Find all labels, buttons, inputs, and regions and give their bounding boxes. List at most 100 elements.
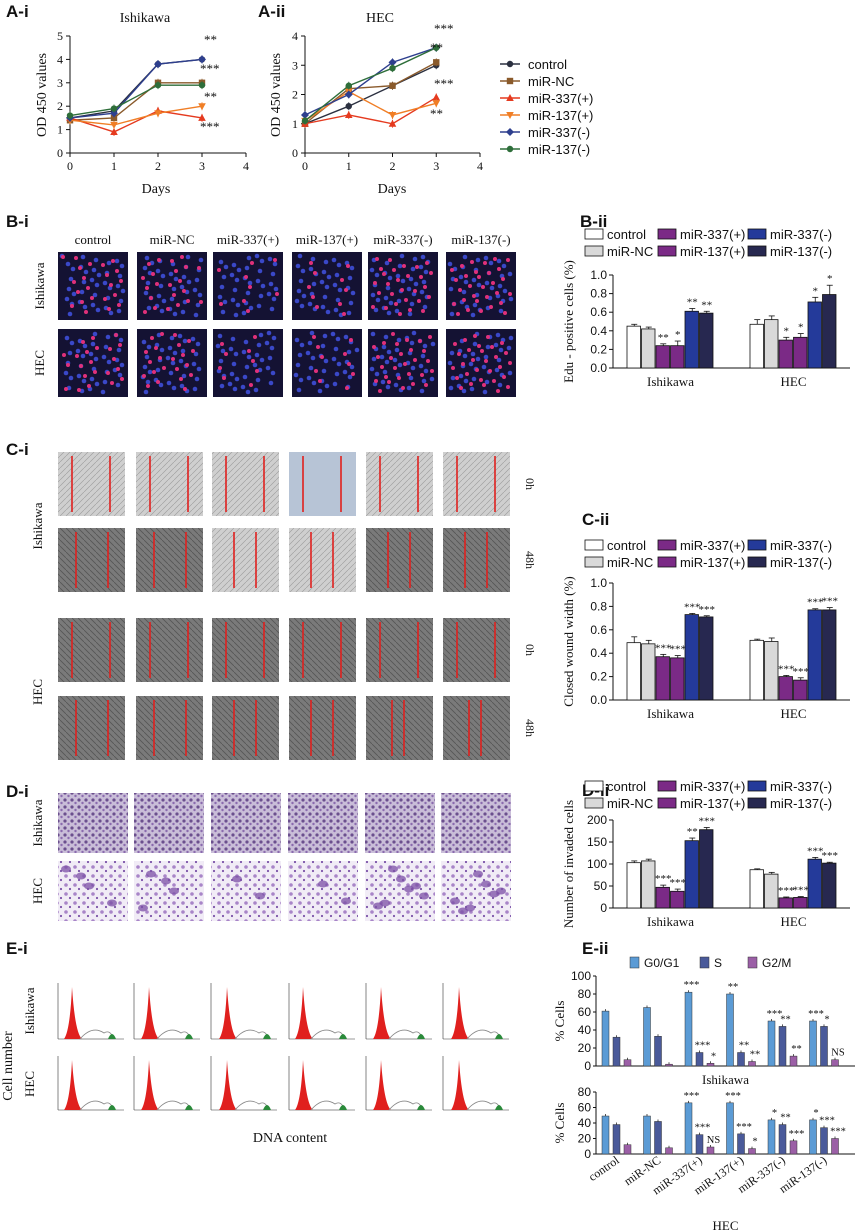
nucleus-dot [387,275,393,281]
nucleus-dot [349,364,355,370]
e-row-label: Ishikawa [22,987,37,1034]
b-row-label: HEC [32,350,47,376]
nucleus-dot [475,356,481,362]
series-line-miR-NC [304,61,437,125]
data-point-miR-137(-) [110,105,118,112]
y-tick-label: 0.8 [590,287,607,301]
nucleus-dot [180,348,186,354]
nucleus-dot [92,331,98,337]
nucleus-dot [82,343,88,349]
edu-positive-dot [66,363,70,367]
nucleus-dot [334,272,340,278]
y-tick-label: 0 [292,146,298,160]
edu-positive-dot [485,295,489,299]
legend-label-miR-NC: miR-NC [528,74,574,89]
nucleus-dot [108,310,114,316]
e-i-ylabel: Cell number [1,1031,16,1101]
legend-label-miR-337(-): miR-337(-) [528,125,590,140]
nucleus-dot [448,286,454,292]
edu-positive-dot [462,298,466,302]
edu-positive-dot [396,278,400,282]
nucleus-dot [244,364,250,370]
nucleus-dot [380,379,386,385]
bar-miR-337(+) [778,339,793,369]
edu-positive-dot [380,365,384,369]
data-point-miR-NC [110,114,118,122]
nucleus-dot [305,350,311,356]
significance-label: *** [695,1123,711,1134]
transwell-image [288,793,358,853]
nucleus-dot [75,348,81,354]
edu-positive-dot [148,360,152,364]
category-label: control [586,1153,622,1184]
nucleus-dot [195,341,201,347]
significance-label: *** [767,1009,783,1020]
transwell-image [365,861,435,921]
edu-positive-dot [397,376,401,380]
edu-positive-dot [318,379,322,383]
nucleus-dot [370,292,376,298]
edu-positive-dot [166,307,170,311]
nucleus-dot [160,273,166,279]
nucleus-dot [321,368,327,374]
nucleus-dot [476,282,482,288]
legend-label-miR-137(+): miR-137(+) [680,796,745,811]
edu-positive-dot [217,268,221,272]
g1-peak [64,1060,82,1110]
bar-S [612,1124,621,1155]
nucleus-dot [70,266,76,272]
nucleus-dot [462,353,468,359]
bar-G0/G1 [684,991,693,1067]
invaded-cluster [419,892,429,900]
significance-label: * [784,325,790,337]
significance-label: * [813,285,819,297]
bar-miR-337(-) [684,310,699,369]
nucleus-dot [270,370,276,376]
c-row-label: HEC [30,679,45,705]
bar-chart-C-ii: 0.0 0.2 0.4 0.6 0.8 1.0 Closed wound width (%)… [561,538,850,721]
edu-positive-dot [173,333,177,337]
nucleus-dot [117,273,123,279]
edu-positive-dot [312,335,316,339]
nucleus-dot [337,287,343,293]
nucleus-dot [394,308,400,314]
bar-miR-137(+) [670,657,685,701]
edu-positive-dot [119,279,123,283]
y-tick-label: 100 [587,857,607,871]
nucleus-dot [293,372,299,378]
nucleus-dot [242,374,248,380]
category-label: Ishikawa [647,706,694,721]
edu-positive-dot [455,376,459,380]
edu-positive-dot [199,300,203,304]
edu-positive-dot [491,281,495,285]
nucleus-dot [193,312,199,318]
data-point-miR-337(-) [110,109,118,118]
edu-positive-dot [384,306,388,310]
nucleus-dot [310,355,316,361]
invaded-cluster [146,870,156,878]
invaded-cluster [411,882,421,890]
edu-positive-dot [469,382,473,386]
edu-positive-dot [118,343,122,347]
g2-peak [417,1034,425,1039]
wound-image [443,696,510,760]
b-column-label: miR-NC [150,232,195,247]
nucleus-dot [333,307,339,313]
x-tick-label: 4 [477,159,483,173]
wound-image [443,528,510,592]
nucleus-dot [227,381,233,387]
nucleus-dot [83,269,89,275]
data-point-miR-337(+) [388,119,397,127]
data-point-miR-337(-) [301,110,309,119]
bar-miR-337(+) [655,345,670,369]
x-tick-label: 1 [346,159,352,173]
nucleus-dot [245,290,251,296]
transwell-micrograph-grid: Ishikawa HEC [30,793,511,921]
y-tick-label: 2 [57,99,63,113]
y-tick-label: 50 [594,879,608,893]
edu-positive-dot [504,351,508,355]
nucleus-dot [382,369,388,375]
nucleus-dot [96,272,102,278]
nucleus-dot [400,278,406,284]
